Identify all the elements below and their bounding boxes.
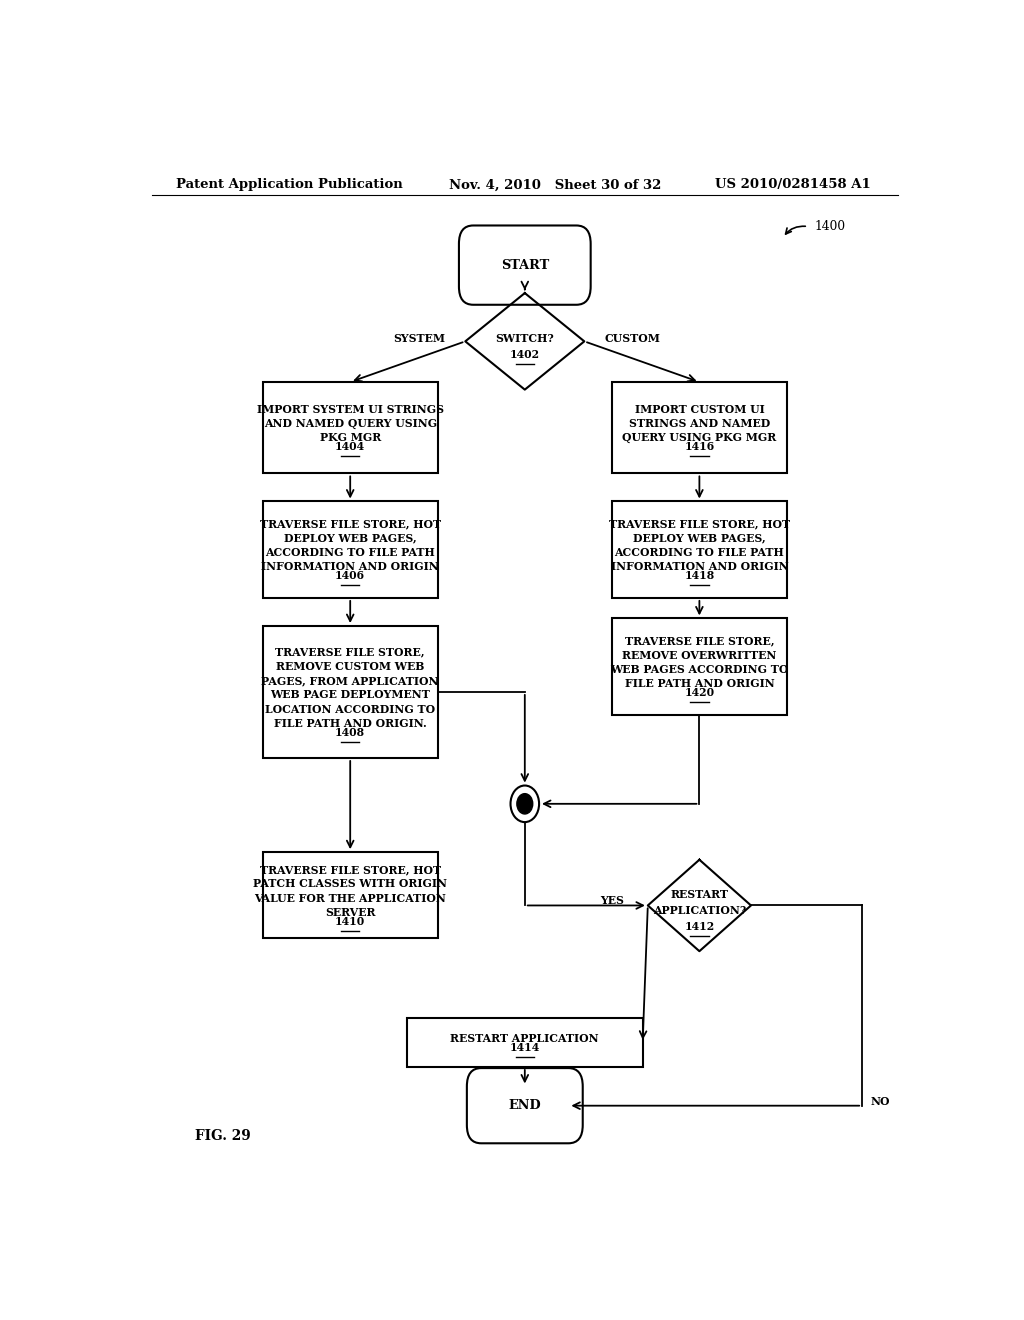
Bar [612, 618, 786, 715]
Text: ACCORDING TO FILE PATH: ACCORDING TO FILE PATH [265, 546, 435, 558]
Text: SWITCH?: SWITCH? [496, 333, 554, 343]
Text: NO: NO [870, 1096, 890, 1107]
Text: FILE PATH AND ORIGIN.: FILE PATH AND ORIGIN. [273, 718, 427, 729]
Text: REMOVE CUSTOM WEB: REMOVE CUSTOM WEB [276, 661, 424, 672]
Text: 1420: 1420 [684, 688, 715, 698]
Circle shape [511, 785, 539, 822]
Circle shape [517, 793, 532, 814]
Text: SYSTEM: SYSTEM [393, 333, 445, 343]
Bar [612, 381, 786, 474]
Text: IMPORT SYSTEM UI STRINGS: IMPORT SYSTEM UI STRINGS [257, 404, 443, 414]
FancyBboxPatch shape [459, 226, 591, 305]
Text: 1400: 1400 [814, 220, 846, 234]
Text: US 2010/0281458 A1: US 2010/0281458 A1 [715, 178, 871, 191]
Text: Patent Application Publication: Patent Application Publication [176, 178, 402, 191]
Text: YES: YES [600, 895, 624, 906]
Text: IMPORT CUSTOM UI: IMPORT CUSTOM UI [635, 404, 764, 414]
Text: TRAVERSE FILE STORE,: TRAVERSE FILE STORE, [625, 635, 774, 647]
Text: CUSTOM: CUSTOM [604, 333, 660, 343]
Polygon shape [465, 293, 585, 389]
Text: STRINGS AND NAMED: STRINGS AND NAMED [629, 418, 770, 429]
Text: FIG. 29: FIG. 29 [196, 1129, 251, 1143]
Text: 1408: 1408 [335, 727, 366, 738]
Text: START: START [501, 259, 549, 272]
Bar [263, 853, 437, 939]
Text: TRAVERSE FILE STORE,: TRAVERSE FILE STORE, [275, 647, 425, 657]
Text: RESTART: RESTART [671, 888, 728, 899]
Text: PKG MGR: PKG MGR [319, 432, 381, 444]
Text: INFORMATION AND ORIGIN: INFORMATION AND ORIGIN [261, 561, 439, 573]
Text: REMOVE OVERWRITTEN: REMOVE OVERWRITTEN [623, 649, 776, 661]
Text: PAGES, FROM APPLICATION: PAGES, FROM APPLICATION [261, 675, 439, 686]
FancyBboxPatch shape [467, 1068, 583, 1143]
Text: TRAVERSE FILE STORE, HOT: TRAVERSE FILE STORE, HOT [609, 519, 790, 529]
Text: 1412: 1412 [684, 921, 715, 932]
Text: INFORMATION AND ORIGIN: INFORMATION AND ORIGIN [610, 561, 788, 573]
Text: TRAVERSE FILE STORE, HOT: TRAVERSE FILE STORE, HOT [260, 865, 440, 875]
Text: DEPLOY WEB PAGES,: DEPLOY WEB PAGES, [284, 533, 417, 544]
Text: SERVER: SERVER [325, 907, 376, 917]
Text: Nov. 4, 2010   Sheet 30 of 32: Nov. 4, 2010 Sheet 30 of 32 [450, 178, 662, 191]
Text: WEB PAGES ACCORDING TO: WEB PAGES ACCORDING TO [610, 664, 788, 675]
Text: 1402: 1402 [510, 348, 540, 360]
Bar [263, 626, 437, 758]
Bar [263, 381, 437, 474]
Text: 1416: 1416 [684, 441, 715, 453]
Text: 1418: 1418 [684, 570, 715, 581]
Text: 1406: 1406 [335, 570, 366, 581]
Text: WEB PAGE DEPLOYMENT: WEB PAGE DEPLOYMENT [270, 689, 430, 701]
Text: APPLICATION?: APPLICATION? [652, 904, 746, 916]
Text: 1414: 1414 [510, 1041, 540, 1053]
Text: ACCORDING TO FILE PATH: ACCORDING TO FILE PATH [614, 546, 784, 558]
Text: DEPLOY WEB PAGES,: DEPLOY WEB PAGES, [633, 533, 766, 544]
Text: 1404: 1404 [335, 441, 366, 453]
Text: AND NAMED QUERY USING: AND NAMED QUERY USING [263, 418, 437, 429]
Bar [612, 502, 786, 598]
Text: PATCH CLASSES WITH ORIGIN: PATCH CLASSES WITH ORIGIN [253, 878, 447, 890]
Text: VALUE FOR THE APPLICATION: VALUE FOR THE APPLICATION [254, 892, 446, 904]
Bar [263, 502, 437, 598]
Text: FILE PATH AND ORIGIN: FILE PATH AND ORIGIN [625, 678, 774, 689]
Bar [407, 1018, 643, 1067]
Text: 1410: 1410 [335, 916, 366, 927]
Polygon shape [648, 859, 751, 952]
Text: QUERY USING PKG MGR: QUERY USING PKG MGR [623, 432, 776, 444]
Text: RESTART APPLICATION: RESTART APPLICATION [451, 1032, 599, 1044]
Text: LOCATION ACCORDING TO: LOCATION ACCORDING TO [265, 704, 435, 714]
Text: TRAVERSE FILE STORE, HOT: TRAVERSE FILE STORE, HOT [260, 519, 440, 529]
Text: END: END [509, 1100, 541, 1113]
